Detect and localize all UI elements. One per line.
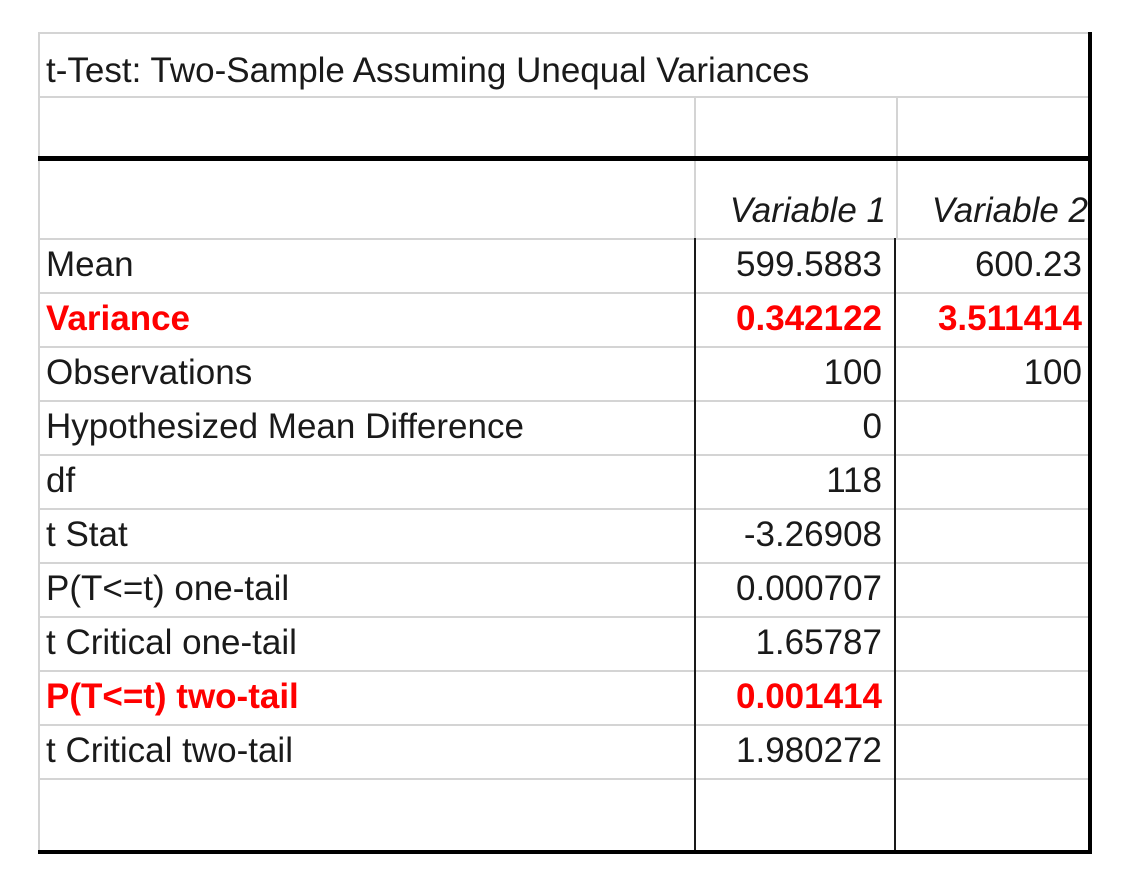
row-label-p-one-tail: P(T<=t) one-tail <box>46 569 290 608</box>
grid-line <box>38 400 1088 402</box>
row-label-t-stat: t Stat <box>46 515 128 554</box>
p-two-tail-value: 0.001414 <box>736 677 882 716</box>
grid-line <box>38 238 1088 240</box>
grid-line <box>38 562 1088 564</box>
t-critical-one-tail-value: 1.65787 <box>755 623 882 662</box>
t-stat-value: -3.26908 <box>743 515 882 554</box>
grid-col-line <box>694 98 696 238</box>
grid-left-edge <box>38 32 40 854</box>
grid-line <box>38 778 1088 780</box>
grid-line <box>38 454 1088 456</box>
row-label-t-critical-one-tail: t Critical one-tail <box>46 623 297 662</box>
header-divider <box>38 156 1092 161</box>
grid-line <box>38 346 1088 348</box>
row-label-hypothesized-mean-difference: Hypothesized Mean Difference <box>46 407 524 446</box>
observations-variable-1: 100 <box>823 353 882 392</box>
table-title: t-Test: Two-Sample Assuming Unequal Vari… <box>46 51 810 90</box>
row-label-variance: Variance <box>46 299 190 338</box>
p-one-tail-value: 0.000707 <box>736 569 882 608</box>
t-critical-two-tail-value: 1.980272 <box>736 731 882 770</box>
grid-line <box>38 292 1088 294</box>
row-label-mean: Mean <box>46 245 134 284</box>
row-label-df: df <box>46 461 76 500</box>
row-label-p-two-tail: P(T<=t) two-tail <box>46 677 299 716</box>
column-header-variable-1: Variable 1 <box>729 191 886 230</box>
variance-variable-2: 3.511414 <box>937 299 1082 338</box>
grid-col-line <box>894 238 896 852</box>
grid-line <box>38 724 1088 726</box>
column-header-variable-2: Variable 2 <box>931 191 1088 230</box>
grid-line <box>38 616 1088 618</box>
row-label-t-critical-two-tail: t Critical two-tail <box>46 731 293 770</box>
grid-col-line <box>694 238 696 852</box>
variance-variable-1: 0.342122 <box>736 299 882 338</box>
df-value: 118 <box>826 461 882 500</box>
row-label-observations: Observations <box>46 353 253 392</box>
table-border-bottom <box>38 850 1092 854</box>
grid-line-top <box>38 32 1088 34</box>
grid-line <box>38 670 1088 672</box>
hypothesized-mean-difference-value: 0 <box>862 407 882 446</box>
mean-variable-2: 600.23 <box>974 245 1082 284</box>
table-border-right <box>1088 32 1092 854</box>
grid-line <box>38 96 1088 98</box>
observations-variable-2: 100 <box>1023 353 1082 392</box>
grid-line <box>38 508 1088 510</box>
mean-variable-1: 599.5883 <box>736 245 882 284</box>
grid-col-line <box>896 98 898 238</box>
